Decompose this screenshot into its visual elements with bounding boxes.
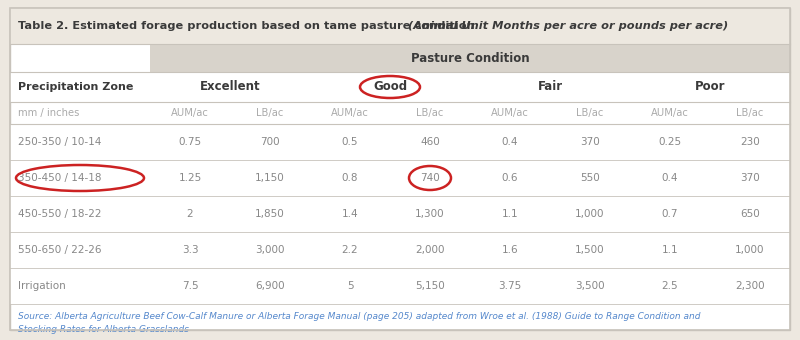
Text: (Animal Unit Months per acre or pounds per acre): (Animal Unit Months per acre or pounds p…: [408, 21, 728, 31]
Text: AUM/ac: AUM/ac: [331, 108, 369, 118]
Text: 0.8: 0.8: [342, 173, 358, 183]
Text: 1,150: 1,150: [255, 173, 285, 183]
Text: 1.25: 1.25: [178, 173, 202, 183]
Text: 0.25: 0.25: [658, 137, 682, 147]
Text: LB/ac: LB/ac: [256, 108, 284, 118]
Text: Excellent: Excellent: [200, 81, 260, 94]
Text: AUM/ac: AUM/ac: [651, 108, 689, 118]
Text: 460: 460: [420, 137, 440, 147]
Text: 550-650 / 22-26: 550-650 / 22-26: [18, 245, 102, 255]
Text: Irrigation: Irrigation: [18, 281, 66, 291]
Text: Pasture Condition: Pasture Condition: [410, 51, 530, 65]
Text: 1,000: 1,000: [735, 245, 765, 255]
Text: 3,500: 3,500: [575, 281, 605, 291]
Text: 2.5: 2.5: [662, 281, 678, 291]
Text: 1.1: 1.1: [502, 209, 518, 219]
Text: Good: Good: [373, 81, 407, 94]
Bar: [10, 72, 790, 102]
Text: 1,500: 1,500: [575, 245, 605, 255]
Bar: [10, 8, 790, 44]
Text: 2.2: 2.2: [342, 245, 358, 255]
Text: 1.4: 1.4: [342, 209, 358, 219]
Text: Table 2. Estimated forage production based on tame pasture condition: Table 2. Estimated forage production bas…: [18, 21, 478, 31]
Bar: [10, 268, 790, 304]
Text: 7.5: 7.5: [182, 281, 198, 291]
Text: 0.5: 0.5: [342, 137, 358, 147]
Text: 0.75: 0.75: [178, 137, 202, 147]
Text: LB/ac: LB/ac: [576, 108, 604, 118]
Text: 450-550 / 18-22: 450-550 / 18-22: [18, 209, 102, 219]
Text: 0.6: 0.6: [502, 173, 518, 183]
Text: 740: 740: [420, 173, 440, 183]
Text: 3.75: 3.75: [498, 281, 522, 291]
Text: 5: 5: [346, 281, 354, 291]
Text: 550: 550: [580, 173, 600, 183]
Text: 1,300: 1,300: [415, 209, 445, 219]
Text: Precipitation Zone: Precipitation Zone: [18, 82, 134, 92]
Bar: [10, 196, 790, 232]
Text: LB/ac: LB/ac: [416, 108, 444, 118]
Bar: [150, 44, 790, 72]
Text: 230: 230: [740, 137, 760, 147]
Text: Fair: Fair: [538, 81, 562, 94]
Bar: [10, 160, 790, 196]
Text: 350-450 / 14-18: 350-450 / 14-18: [18, 173, 102, 183]
Text: 1.6: 1.6: [502, 245, 518, 255]
Text: 5,150: 5,150: [415, 281, 445, 291]
Text: 0.4: 0.4: [662, 173, 678, 183]
Text: LB/ac: LB/ac: [736, 108, 764, 118]
Text: 370: 370: [580, 137, 600, 147]
Text: 250-350 / 10-14: 250-350 / 10-14: [18, 137, 102, 147]
Text: AUM/ac: AUM/ac: [171, 108, 209, 118]
Text: 2,300: 2,300: [735, 281, 765, 291]
Text: AUM/ac: AUM/ac: [491, 108, 529, 118]
Text: 1.1: 1.1: [662, 245, 678, 255]
Bar: [10, 232, 790, 268]
Text: 1,000: 1,000: [575, 209, 605, 219]
Text: 370: 370: [740, 173, 760, 183]
Text: 3,000: 3,000: [255, 245, 285, 255]
Text: 3.3: 3.3: [182, 245, 198, 255]
Text: Poor: Poor: [694, 81, 726, 94]
Text: mm / inches: mm / inches: [18, 108, 79, 118]
Text: Stocking Rates for Alberta Grasslands: Stocking Rates for Alberta Grasslands: [18, 325, 189, 334]
Bar: [10, 124, 790, 160]
Text: 6,900: 6,900: [255, 281, 285, 291]
Text: 2,000: 2,000: [415, 245, 445, 255]
Text: 1,850: 1,850: [255, 209, 285, 219]
Text: 700: 700: [260, 137, 280, 147]
Text: Source: Alberta Agriculture Beef Cow-Calf Manure or Alberta Forage Manual (page : Source: Alberta Agriculture Beef Cow-Cal…: [18, 312, 701, 321]
Text: 650: 650: [740, 209, 760, 219]
Text: 2: 2: [186, 209, 194, 219]
Text: 0.4: 0.4: [502, 137, 518, 147]
Text: 0.7: 0.7: [662, 209, 678, 219]
